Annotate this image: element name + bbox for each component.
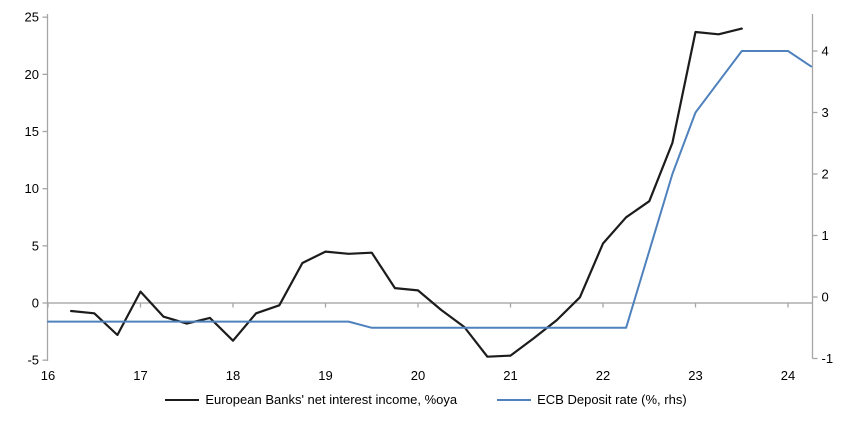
x-axis-tick-label: 19	[318, 368, 332, 383]
x-axis-tick-label: 17	[133, 368, 147, 383]
legend-label-ecb-deposit-rate: ECB Deposit rate (%, rhs)	[537, 392, 687, 407]
series-line-0	[69, 27, 743, 358]
left-axis-tick-label: 15	[25, 124, 39, 139]
left-axis-tick-label: 10	[25, 181, 39, 196]
legend-line-swatch-blue	[497, 398, 532, 401]
x-axis-tick-label: 24	[781, 368, 795, 383]
legend-line-swatch-black	[165, 398, 200, 401]
x-axis-tick-label: 18	[226, 368, 240, 383]
x-axis-tick-label: 16	[41, 368, 55, 383]
left-axis-tick-label: 0	[32, 296, 39, 311]
left-axis-tick-label: -5	[27, 353, 39, 368]
right-axis-tick-label: -1	[822, 351, 834, 366]
left-axis-tick-label: 20	[25, 67, 39, 82]
chart-legend: European Banks' net interest income, %oy…	[0, 392, 852, 407]
left-axis-tick-label: 25	[25, 10, 39, 25]
series-line-1	[47, 50, 813, 329]
right-axis-tick-label: 4	[822, 44, 829, 59]
x-axis-tick-label: 21	[503, 368, 517, 383]
right-axis-tick-label: 3	[822, 105, 829, 120]
legend-label-net-interest-income: European Banks' net interest income, %oy…	[205, 392, 458, 407]
legend-item-net-interest-income: European Banks' net interest income, %oy…	[165, 392, 457, 407]
right-axis-tick-label: 2	[822, 167, 829, 182]
right-axis-tick-label: 0	[822, 290, 829, 305]
legend-item-ecb-deposit-rate: ECB Deposit rate (%, rhs)	[497, 392, 687, 407]
x-axis-tick-label: 22	[596, 368, 610, 383]
right-axis-tick-label: 1	[822, 228, 829, 243]
x-axis-tick-label: 20	[411, 368, 425, 383]
x-axis-tick-label: 23	[688, 368, 702, 383]
left-axis-tick-label: 5	[32, 238, 39, 253]
